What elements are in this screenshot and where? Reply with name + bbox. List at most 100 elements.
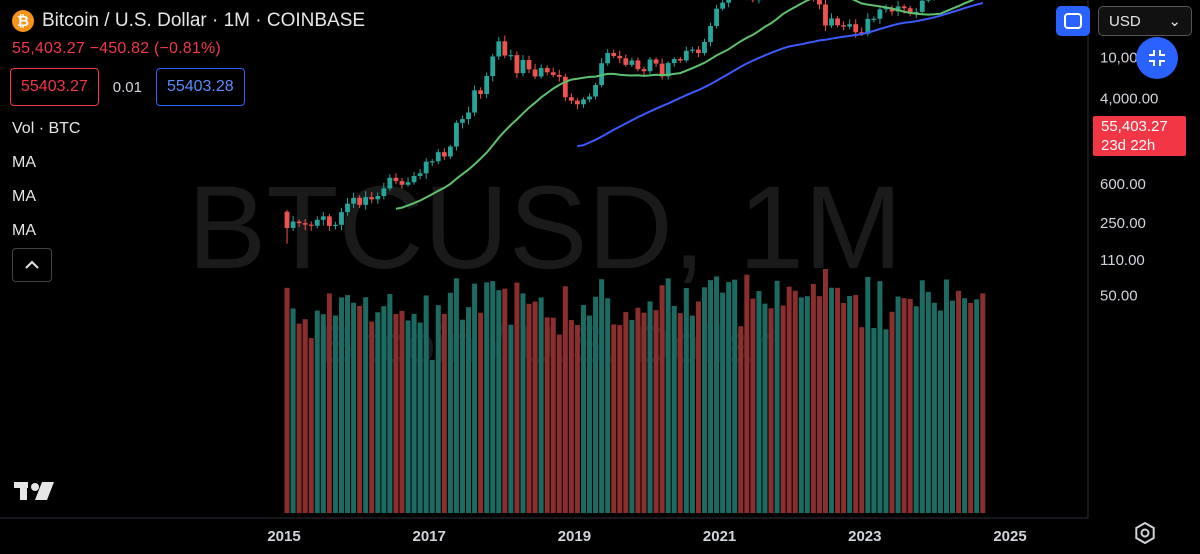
candle-body	[689, 49, 695, 51]
candle-body	[575, 100, 580, 105]
volume-bar	[562, 286, 568, 513]
candle-body	[320, 216, 326, 220]
volume-bar	[829, 287, 835, 513]
candle-body	[478, 90, 484, 94]
candle-body	[472, 90, 477, 113]
indicator-volume[interactable]: Vol · BTC	[12, 120, 81, 137]
volume-bar	[895, 296, 901, 513]
buy-button[interactable]: 55403.28	[155, 68, 245, 106]
volume-bar	[453, 278, 459, 513]
candle-body	[526, 60, 532, 70]
candle-body	[345, 203, 350, 213]
volume-bar	[496, 290, 502, 513]
candle-body	[326, 216, 332, 226]
volume-bar	[980, 293, 986, 513]
candle-body	[411, 175, 417, 183]
candle-body	[308, 224, 314, 226]
volume-bar	[520, 293, 526, 513]
y-tick-label: 4,000.00	[1100, 91, 1158, 108]
volume-bar	[750, 298, 756, 513]
volume-bar	[780, 305, 786, 513]
volume-bar	[937, 310, 943, 513]
volume-bar	[351, 302, 357, 513]
chevron-down-icon: ⌄	[1168, 13, 1181, 30]
candle-body	[514, 55, 520, 74]
indicator-ma-3[interactable]: MA	[12, 222, 36, 239]
volume-bar	[574, 324, 580, 513]
currency-select[interactable]: USD ⌄	[1098, 6, 1192, 36]
volume-bar	[956, 290, 962, 513]
candle-body	[889, 8, 895, 12]
candle-body	[883, 8, 889, 10]
volume-bar	[508, 324, 514, 513]
volume-bar	[647, 301, 653, 513]
volume-bar	[326, 293, 332, 513]
volume-bar	[417, 322, 423, 513]
candle-body	[532, 69, 538, 77]
fullscreen-button[interactable]	[1056, 6, 1090, 36]
volume-bar	[804, 296, 810, 513]
exit-fullscreen-button[interactable]	[1136, 37, 1178, 79]
sell-button[interactable]: 55403.27	[10, 68, 99, 106]
candle-body	[284, 211, 290, 228]
candle-body	[841, 25, 847, 27]
volume-bar	[556, 334, 562, 513]
volume-bar	[532, 301, 538, 513]
volume-bar	[635, 307, 641, 513]
volume-bar	[393, 313, 399, 513]
last-price-value: 55,403.27	[1101, 118, 1168, 135]
fullscreen-icon	[1064, 13, 1082, 29]
ma-slow-line	[577, 2, 984, 148]
candle-body	[683, 50, 689, 61]
candle-body	[925, 0, 931, 1]
candle-body	[617, 56, 623, 59]
volume-bar	[605, 298, 611, 513]
volume-bar	[962, 298, 968, 513]
x-tick-label: 2025	[993, 528, 1026, 545]
candle-body	[587, 96, 592, 100]
volume-bar	[538, 297, 544, 513]
volume-bar	[950, 300, 956, 513]
x-tick-label: 2017	[413, 528, 446, 545]
y-tick-label: 50.00	[1100, 288, 1138, 305]
volume-bar	[405, 320, 411, 513]
chart-header: ₿ Bitcoin / U.S. Dollar · 1M · COINBASE	[12, 10, 365, 32]
candle-body	[423, 161, 429, 174]
volume-bar	[677, 313, 683, 513]
volume-bar	[919, 280, 925, 513]
collapse-indicators-button[interactable]	[12, 248, 52, 282]
candle-body	[435, 152, 441, 162]
candle-body	[290, 221, 296, 228]
volume-bar	[587, 315, 593, 513]
volume-bar	[320, 314, 326, 513]
candle-body	[871, 18, 877, 20]
volume-bar	[762, 303, 768, 513]
settings-button[interactable]	[1134, 521, 1156, 549]
candle-body	[508, 55, 514, 57]
volume-bar	[756, 291, 762, 513]
volume-bar	[526, 303, 532, 513]
volume-bar	[472, 283, 478, 513]
volume-bar	[738, 326, 744, 513]
candle-body	[653, 59, 659, 64]
candle-body	[314, 219, 320, 226]
candle-body	[417, 173, 423, 176]
indicator-ma-2[interactable]: MA	[12, 188, 36, 205]
indicator-ma-1[interactable]: MA	[12, 154, 36, 171]
last-price-label: 55,403.27 23d 22h	[1093, 116, 1186, 156]
volume-bar	[798, 297, 804, 513]
volume-bar	[514, 282, 520, 513]
volume-bar	[835, 287, 841, 513]
y-tick-label: 250.00	[1100, 215, 1146, 232]
candle-body	[907, 8, 913, 14]
volume-bar	[435, 305, 441, 513]
symbol-title[interactable]: Bitcoin / U.S. Dollar · 1M · COINBASE	[42, 10, 366, 31]
currency-value: USD	[1109, 12, 1141, 30]
volume-bar	[375, 312, 381, 513]
volume-bar	[816, 296, 822, 513]
volume-bar	[580, 305, 586, 513]
candle-body	[605, 53, 611, 64]
candle-body	[351, 197, 356, 204]
volume-bar	[611, 324, 617, 513]
